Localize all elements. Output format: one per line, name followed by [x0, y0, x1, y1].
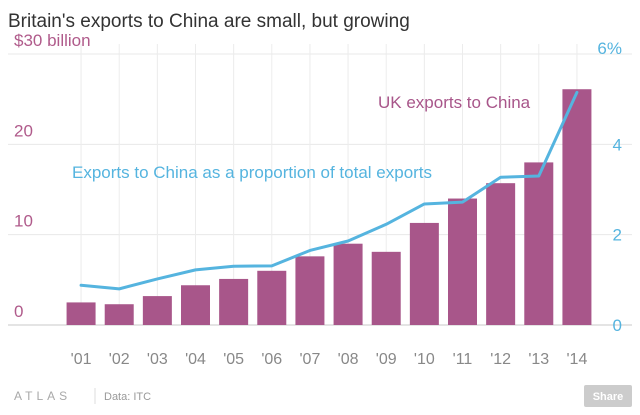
x-axis: '01 '02 '03 '04 '05 '06 '07 '08 '09 '10 '11 '12 '13 '… — [71, 351, 588, 368]
data-source: Data: ITC — [104, 391, 151, 403]
left-tick-label: 0 — [14, 302, 23, 321]
share-button[interactable]: Share — [584, 385, 632, 407]
bar — [257, 270, 287, 325]
bar — [371, 251, 401, 325]
right-tick-label: 4 — [613, 135, 622, 154]
bar — [66, 302, 96, 325]
right-axis: 0 2 4 6% — [597, 39, 622, 335]
bar — [219, 278, 249, 325]
x-tick-label: '11 — [453, 351, 473, 368]
left-tick-label: 10 — [14, 212, 33, 231]
series-line — [79, 90, 579, 291]
bar — [181, 285, 210, 325]
x-tick-label: '10 — [414, 351, 435, 368]
x-tick-label: '07 — [299, 351, 320, 368]
right-tick-label: 0 — [613, 316, 622, 335]
bar-series-label: UK exports to China — [378, 93, 531, 112]
left-tick-label: 20 — [14, 121, 33, 140]
left-tick-label: $30 billion — [14, 31, 91, 50]
bar — [104, 304, 134, 325]
x-tick-label: '12 — [490, 351, 511, 368]
x-tick-label: '13 — [528, 351, 549, 368]
x-tick-label: '06 — [261, 351, 282, 368]
share-button-label: Share — [593, 391, 624, 403]
bar — [486, 183, 516, 325]
bar — [295, 256, 325, 325]
bar — [409, 222, 439, 325]
x-tick-label: '08 — [338, 351, 359, 368]
x-tick-label: '02 — [109, 351, 130, 368]
x-tick-label: '09 — [376, 351, 397, 368]
bar-series — [66, 89, 592, 325]
bar — [142, 296, 172, 325]
x-tick-label: '03 — [147, 351, 168, 368]
right-tick-label: 6% — [597, 39, 622, 58]
left-axis: 0 10 20 $30 billion — [14, 31, 91, 321]
x-tick-label: '04 — [185, 351, 206, 368]
line-series — [79, 90, 579, 291]
bar — [448, 198, 477, 325]
x-tick-label: '01 — [71, 351, 92, 368]
x-tick-label: '05 — [223, 351, 244, 368]
bar — [562, 89, 592, 325]
atlas-logo: ATLAS — [14, 389, 71, 403]
right-tick-label: 2 — [613, 226, 622, 245]
x-tick-label: '14 — [566, 351, 587, 368]
bar — [333, 243, 363, 325]
chart-title: Britain's exports to China are small, bu… — [8, 11, 410, 32]
bar — [524, 162, 554, 325]
line-series-label: Exports to China as a proportion of tota… — [72, 163, 432, 182]
